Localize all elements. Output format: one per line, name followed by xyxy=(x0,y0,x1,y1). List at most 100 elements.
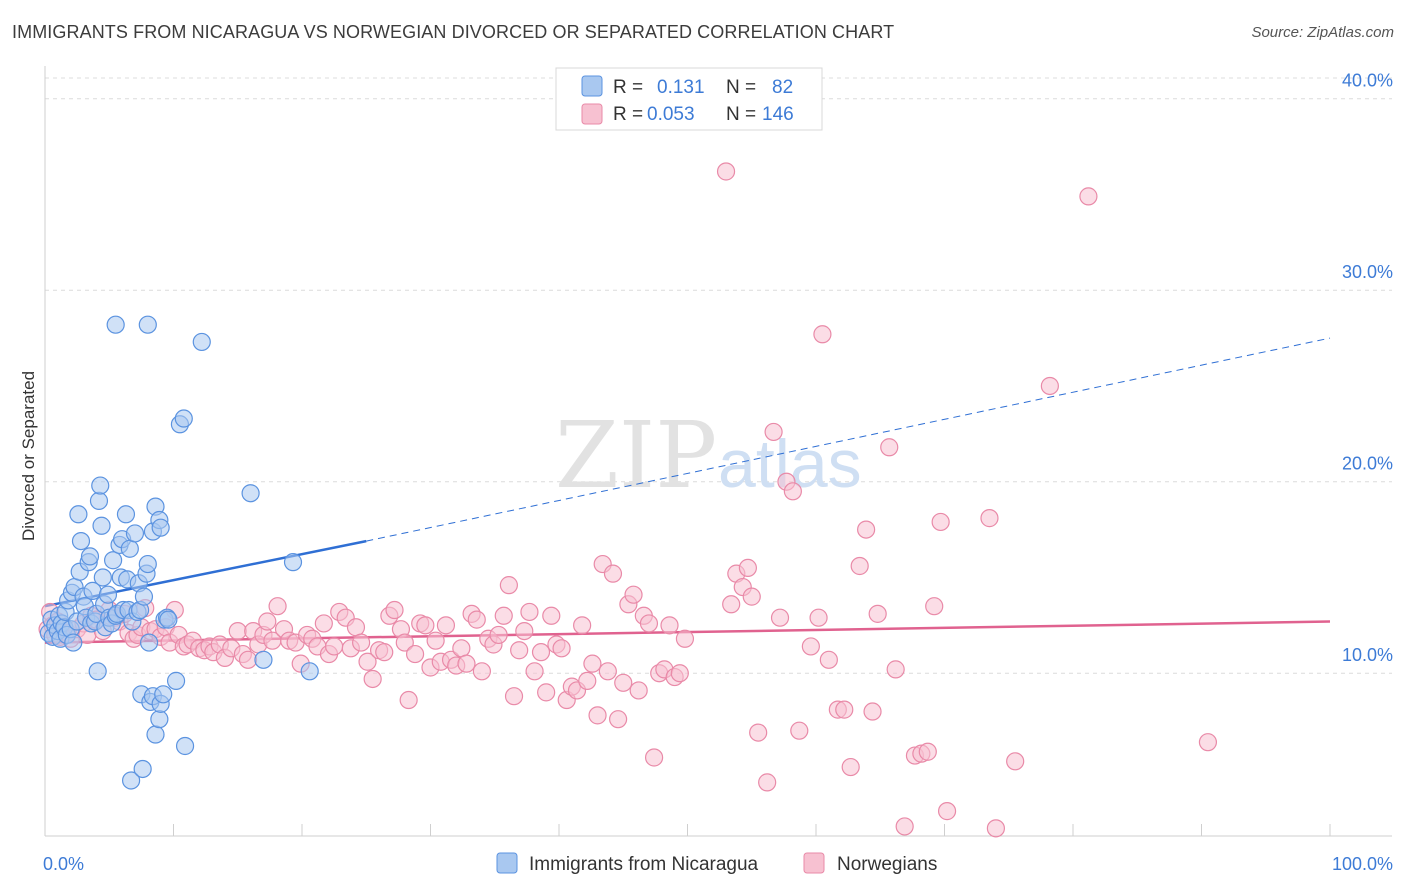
data-point-norwegians xyxy=(494,606,513,625)
data-point-norwegians xyxy=(722,595,741,614)
data-point-norwegians xyxy=(375,643,394,662)
data-point-norwegians xyxy=(346,618,366,637)
data-point-nicaragua xyxy=(121,771,141,790)
data-point-norwegians xyxy=(764,422,783,442)
data-point-norwegians xyxy=(515,621,534,641)
x-tick-labels: 0.0% 100.0% xyxy=(43,854,1393,874)
data-point-norwegians xyxy=(937,802,957,821)
data-point-norwegians xyxy=(457,654,476,673)
data-point-norwegians xyxy=(228,621,247,641)
data-point-norwegians xyxy=(499,576,518,595)
data-point-norwegians xyxy=(749,723,768,742)
data-point-norwegians xyxy=(644,748,664,767)
data-point-nicaragua xyxy=(192,332,211,352)
data-point-nicaragua xyxy=(93,568,112,587)
data-point-norwegians xyxy=(758,773,777,792)
data-point-nicaragua xyxy=(154,685,173,704)
data-point-norwegians xyxy=(472,662,491,681)
data-point-nicaragua xyxy=(64,633,83,652)
stats-legend-r-label-pink: R = xyxy=(613,104,643,125)
data-point-norwegians xyxy=(1040,376,1059,396)
data-point-norwegians xyxy=(238,650,258,669)
stats-legend-r-value-blue: 0.131 xyxy=(657,77,705,98)
data-point-norwegians xyxy=(738,558,757,578)
data-point-norwegians xyxy=(868,604,887,623)
data-point-norwegians xyxy=(639,614,659,633)
data-point-norwegians xyxy=(770,608,790,627)
data-point-norwegians xyxy=(925,597,944,616)
data-point-norwegians xyxy=(510,641,529,660)
watermark: ZIP atlas xyxy=(555,402,862,509)
stats-legend-n-label-blue: N = xyxy=(726,77,756,98)
data-point-nicaragua xyxy=(80,547,100,566)
bottom-legend-swatch-blue xyxy=(496,852,518,874)
y-axis-title: Divorced or Separated xyxy=(19,371,38,541)
data-point-norwegians xyxy=(399,690,418,710)
data-point-nicaragua xyxy=(254,650,273,669)
bottom-legend-swatch-pink xyxy=(803,852,825,874)
stats-legend-swatch-pink xyxy=(581,103,603,125)
data-point-nicaragua xyxy=(166,671,186,690)
trend-line-nicaragua-extension xyxy=(366,337,1331,542)
data-point-norwegians xyxy=(790,721,809,740)
data-point-nicaragua xyxy=(125,524,145,543)
bottom-legend: Immigrants from Nicaragua Norwegians xyxy=(496,852,937,875)
data-point-norwegians xyxy=(325,637,344,656)
data-point-norwegians xyxy=(886,660,905,679)
data-point-nicaragua xyxy=(146,725,165,744)
stats-legend-r-label-blue: R = xyxy=(613,77,643,98)
data-point-norwegians xyxy=(578,671,597,690)
y-tick-label: 10.0% xyxy=(1342,645,1393,665)
data-point-nicaragua xyxy=(241,484,260,503)
data-point-norwegians xyxy=(573,616,592,635)
y-tick-labels: 10.0% 20.0% 30.0% 40.0% xyxy=(1342,71,1393,665)
data-point-nicaragua xyxy=(283,553,303,572)
data-point-nicaragua xyxy=(138,315,157,334)
data-point-nicaragua xyxy=(134,587,154,606)
data-point-norwegians xyxy=(268,597,287,616)
data-point-norwegians xyxy=(542,606,561,625)
data-point-norwegians xyxy=(675,629,695,648)
data-point-norwegians xyxy=(783,482,802,501)
data-point-nicaragua xyxy=(133,759,152,779)
data-point-nicaragua xyxy=(116,505,136,524)
data-point-nicaragua xyxy=(89,491,109,510)
data-point-norwegians xyxy=(880,438,899,457)
y-tick-label: 40.0% xyxy=(1342,71,1393,91)
bottom-legend-label-norwegians: Norwegians xyxy=(837,854,937,875)
axes xyxy=(44,66,1392,837)
data-point-norwegians xyxy=(504,687,524,706)
data-point-norwegians xyxy=(986,819,1006,838)
data-point-norwegians xyxy=(1198,733,1218,752)
data-point-norwegians xyxy=(742,587,761,606)
data-point-norwegians xyxy=(895,817,914,836)
data-point-norwegians xyxy=(863,702,882,721)
data-point-nicaragua xyxy=(92,516,111,535)
x-tick-label-min: 0.0% xyxy=(43,854,84,874)
watermark-zip: ZIP xyxy=(555,402,717,509)
data-point-nicaragua xyxy=(151,518,170,537)
data-point-nicaragua xyxy=(71,531,91,551)
stats-legend-n-label-pink: N = xyxy=(726,104,756,125)
data-point-nicaragua xyxy=(139,633,159,652)
data-point-norwegians xyxy=(405,644,425,664)
data-point-nicaragua xyxy=(98,585,118,604)
data-point-norwegians xyxy=(358,652,377,671)
stats-legend-n-value-blue: 82 xyxy=(772,77,793,98)
data-point-norwegians xyxy=(614,673,633,692)
data-point-norwegians xyxy=(537,683,556,702)
data-point-norwegians xyxy=(426,631,445,650)
data-point-norwegians xyxy=(363,669,382,689)
data-point-norwegians xyxy=(609,710,628,729)
stats-legend-n-value-pink: 146 xyxy=(762,104,794,125)
data-point-norwegians xyxy=(1079,187,1098,206)
data-point-norwegians xyxy=(801,637,820,656)
data-point-norwegians xyxy=(660,616,679,635)
data-point-norwegians xyxy=(813,325,832,344)
data-point-norwegians xyxy=(436,616,456,635)
stats-legend-r-value-pink: 0.053 xyxy=(647,104,695,125)
data-point-norwegians xyxy=(520,602,539,622)
data-point-nicaragua xyxy=(150,710,169,729)
stats-legend-swatch-blue xyxy=(581,75,603,97)
